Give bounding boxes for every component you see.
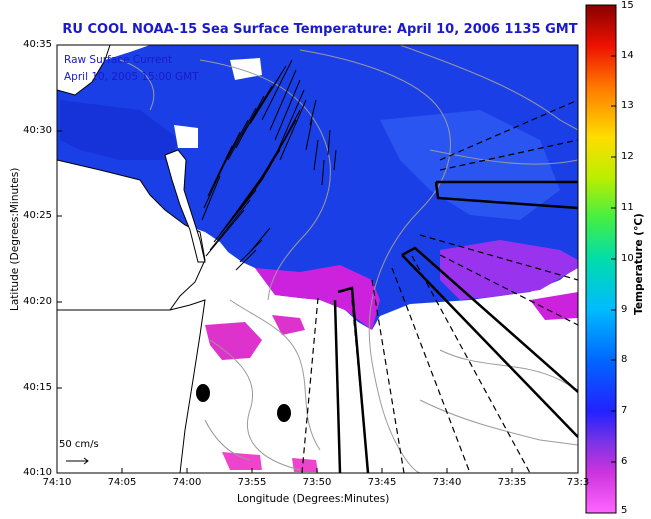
- x-tick-label: 73:55: [237, 477, 267, 488]
- sst-field-patch: [380, 110, 560, 220]
- land-staten: [57, 45, 111, 96]
- y-tick-label: 40:30: [23, 125, 52, 136]
- sst-cold-band: [440, 240, 578, 300]
- colorbar-tick-label: 9: [621, 304, 628, 315]
- surface-current-vectors: [201, 59, 337, 271]
- sst-cold-band: [255, 265, 380, 330]
- y-tick-label: 40:25: [23, 210, 52, 221]
- mooring-marker: [277, 404, 291, 422]
- sst-cold-patch: [222, 452, 262, 470]
- colorbar-label: Temperature (°C): [633, 213, 645, 315]
- x-tick-label: 73:3: [566, 477, 590, 488]
- colorbar-tick-label: 11: [621, 202, 634, 213]
- colorbar-tick-label: 6: [621, 456, 628, 467]
- x-tick-label: 74:10: [42, 477, 72, 488]
- y-axis-label: Latitude (Degrees:Minutes): [9, 167, 21, 311]
- x-tick-label: 73:40: [432, 477, 462, 488]
- mooring-marker: [196, 384, 210, 402]
- x-tick-label: 73:35: [497, 477, 527, 488]
- colorbar-tick-label: 14: [621, 50, 634, 61]
- overlay-current-label: Raw Surface Current: [64, 54, 173, 66]
- axis-ticks: [56, 44, 579, 474]
- x-tick-label: 74:05: [107, 477, 137, 488]
- x-tick-label: 73:50: [302, 477, 332, 488]
- sst-cold-patch: [272, 315, 305, 335]
- x-tick-label: 74:00: [172, 477, 202, 488]
- sst-cold-patch: [530, 292, 578, 320]
- bathymetry-contours: [119, 45, 578, 473]
- land-shore: [57, 299, 206, 473]
- y-tick-label: 40:15: [23, 382, 52, 393]
- colorbar-ticks: [611, 4, 616, 514]
- sst-cold-patch: [205, 322, 262, 360]
- sst-field-patch: [60, 100, 180, 160]
- y-tick-label: 40:20: [23, 296, 52, 307]
- land-patch: [174, 125, 198, 148]
- colorbar-tick-label: 5: [621, 505, 628, 516]
- colorbar-tick-label: 15: [621, 0, 634, 11]
- sst-cold-patch: [292, 458, 318, 472]
- y-tick-label: 40:10: [23, 467, 52, 478]
- colorbar-tick-label: 10: [621, 253, 634, 264]
- colorbar-tick-label: 8: [621, 354, 628, 365]
- x-tick-label: 73:45: [367, 477, 397, 488]
- x-axis-label: Longitude (Degrees:Minutes): [237, 493, 390, 505]
- scale-arrow-head: [83, 457, 89, 465]
- land-sandy-hook: [164, 149, 206, 263]
- colorbar-tick-label: 7: [621, 405, 628, 416]
- transect-boxes: [333, 180, 578, 473]
- colorbar-tick-label: 12: [621, 151, 634, 162]
- scale-label: 50 cm/s: [59, 439, 99, 450]
- colorbar-tick-label: 13: [621, 100, 634, 111]
- figure-title: RU COOL NOAA-15 Sea Surface Temperature:…: [62, 22, 578, 37]
- overlay-current-time: April 10, 2005 15:00 GMT: [64, 71, 199, 83]
- y-tick-label: 40:35: [23, 39, 52, 50]
